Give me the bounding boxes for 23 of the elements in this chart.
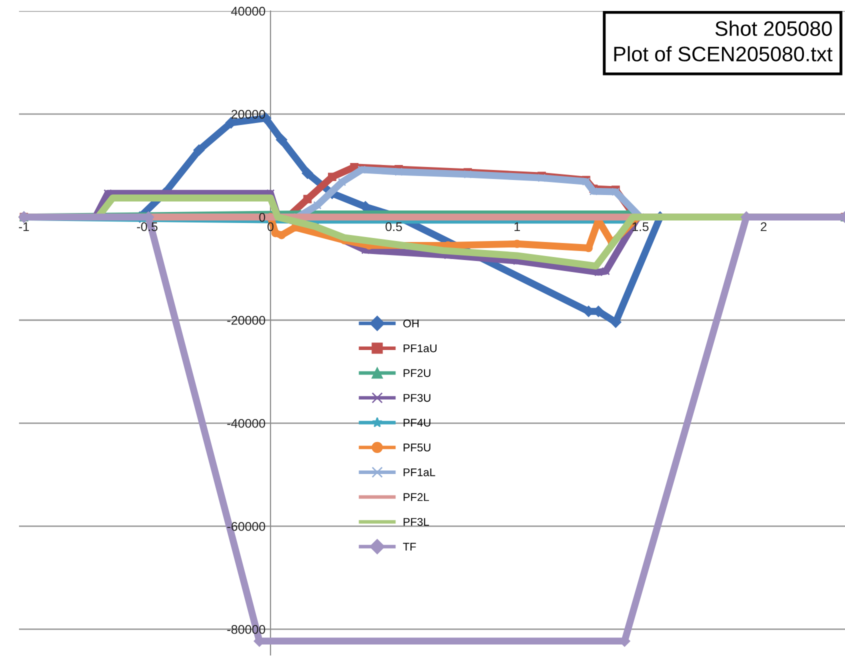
annotation: Plot of SCEN205080.txt <box>614 46 832 62</box>
y-tick-label: -40000 <box>227 418 266 428</box>
legend-label: PF1aU <box>404 344 437 352</box>
legend-label: PF2U <box>404 369 430 378</box>
annotation: Shot 205080 <box>715 20 832 36</box>
legend-label: PF3L <box>404 518 429 526</box>
legend-label: PF3U <box>404 394 430 402</box>
legend-label: PF5U <box>404 444 430 452</box>
legend-label: PF2L <box>404 493 429 501</box>
x-tick-label: 0.5 <box>386 222 402 232</box>
x-tick-label: 1 <box>514 222 520 231</box>
y-tick-label: -60000 <box>227 522 266 531</box>
legend-label: TF <box>403 542 416 551</box>
legend-label: OH <box>403 320 419 328</box>
y-tick-label: -80000 <box>227 625 266 634</box>
y-tick-label: -20000 <box>227 316 266 325</box>
y-tick-label: 40000 <box>231 6 266 16</box>
x-tick-label: 2 <box>760 222 766 231</box>
x-tick-label: -1 <box>18 222 29 231</box>
y-tick-label: 0 <box>259 212 266 222</box>
x-tick-label: -0.5 <box>137 222 158 232</box>
legend-label: PF4U <box>404 418 430 427</box>
legend-label: PF1aL <box>404 468 436 476</box>
